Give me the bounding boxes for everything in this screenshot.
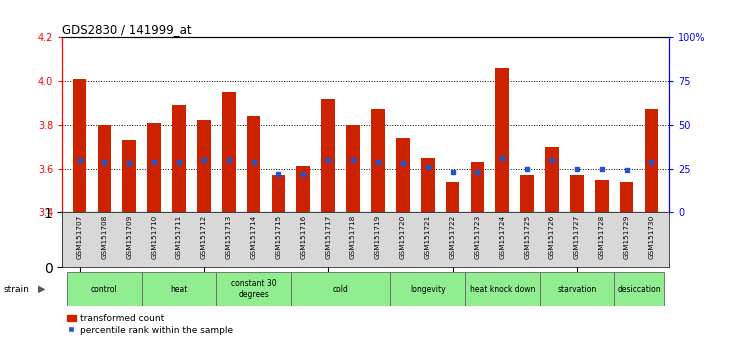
Text: starvation: starvation	[557, 285, 596, 293]
Text: GSM151720: GSM151720	[400, 215, 406, 259]
Point	[422, 164, 433, 170]
Point	[521, 166, 533, 171]
Text: GSM151714: GSM151714	[251, 215, 257, 259]
Text: heat knock down: heat knock down	[469, 285, 535, 293]
Point	[99, 159, 110, 164]
Text: desiccation: desiccation	[617, 285, 661, 293]
Text: GSM151708: GSM151708	[102, 215, 107, 259]
Bar	[148, 122, 161, 212]
Text: GSM151711: GSM151711	[176, 215, 182, 259]
FancyBboxPatch shape	[67, 272, 142, 306]
Bar	[421, 158, 434, 212]
Text: GSM151716: GSM151716	[300, 215, 306, 259]
Bar	[371, 109, 385, 212]
Point	[621, 167, 632, 173]
Point	[298, 171, 309, 177]
Text: GSM151722: GSM151722	[450, 215, 455, 259]
Bar	[396, 138, 409, 212]
Bar	[520, 175, 534, 212]
Bar	[570, 175, 583, 212]
Text: GSM151707: GSM151707	[77, 215, 83, 259]
Bar	[322, 98, 335, 212]
Text: heat: heat	[170, 285, 188, 293]
Text: GSM151726: GSM151726	[549, 215, 555, 259]
Point	[148, 159, 160, 164]
Text: GSM151718: GSM151718	[350, 215, 356, 259]
Point	[322, 157, 334, 162]
Bar	[247, 116, 260, 212]
Point	[471, 169, 483, 175]
Text: control: control	[91, 285, 118, 293]
Point	[124, 160, 135, 166]
Text: GSM151710: GSM151710	[151, 215, 157, 259]
Bar	[197, 120, 211, 212]
Bar	[272, 175, 285, 212]
Point	[223, 157, 235, 162]
Bar	[545, 147, 558, 212]
Text: GSM151725: GSM151725	[524, 215, 530, 259]
Point	[347, 157, 359, 162]
Text: GSM151724: GSM151724	[499, 215, 505, 259]
Legend: transformed count, percentile rank within the sample: transformed count, percentile rank withi…	[67, 314, 233, 335]
Point	[571, 166, 583, 171]
Bar	[595, 179, 609, 212]
FancyBboxPatch shape	[142, 272, 216, 306]
Bar	[173, 105, 186, 212]
Point	[248, 159, 260, 164]
Point	[173, 159, 185, 164]
Text: GSM151728: GSM151728	[599, 215, 605, 259]
Text: GSM151723: GSM151723	[474, 215, 480, 259]
Bar	[346, 125, 360, 212]
FancyBboxPatch shape	[291, 272, 390, 306]
Bar	[72, 79, 86, 212]
Text: ▶: ▶	[38, 284, 45, 294]
Bar	[620, 182, 634, 212]
Point	[397, 160, 409, 166]
Text: GSM151709: GSM151709	[126, 215, 132, 259]
Text: GSM151719: GSM151719	[375, 215, 381, 259]
Bar	[645, 109, 659, 212]
Point	[496, 155, 508, 161]
Text: GSM151721: GSM151721	[425, 215, 431, 259]
Point	[273, 171, 284, 177]
Text: longevity: longevity	[410, 285, 445, 293]
Point	[198, 157, 210, 162]
FancyBboxPatch shape	[390, 272, 465, 306]
Point	[447, 169, 458, 175]
Point	[546, 157, 558, 162]
FancyBboxPatch shape	[465, 272, 539, 306]
Text: GSM151713: GSM151713	[226, 215, 232, 259]
Bar	[97, 125, 111, 212]
FancyBboxPatch shape	[539, 272, 614, 306]
Bar	[471, 162, 484, 212]
Text: strain: strain	[4, 285, 29, 294]
Bar	[496, 68, 509, 212]
Text: GSM151717: GSM151717	[325, 215, 331, 259]
Text: constant 30
degrees: constant 30 degrees	[231, 279, 276, 299]
FancyBboxPatch shape	[614, 272, 664, 306]
Text: GSM151730: GSM151730	[648, 215, 654, 259]
Bar	[222, 92, 235, 212]
Text: GSM151729: GSM151729	[624, 215, 629, 259]
Bar	[122, 140, 136, 212]
Text: GSM151715: GSM151715	[276, 215, 281, 259]
Point	[596, 166, 607, 171]
Point	[372, 159, 384, 164]
Text: GSM151727: GSM151727	[574, 215, 580, 259]
FancyBboxPatch shape	[216, 272, 291, 306]
Text: cold: cold	[333, 285, 349, 293]
Bar	[297, 166, 310, 212]
Text: GDS2830 / 141999_at: GDS2830 / 141999_at	[62, 23, 192, 36]
Bar	[446, 182, 459, 212]
Point	[645, 159, 657, 164]
Text: GSM151712: GSM151712	[201, 215, 207, 259]
Point	[74, 157, 86, 162]
